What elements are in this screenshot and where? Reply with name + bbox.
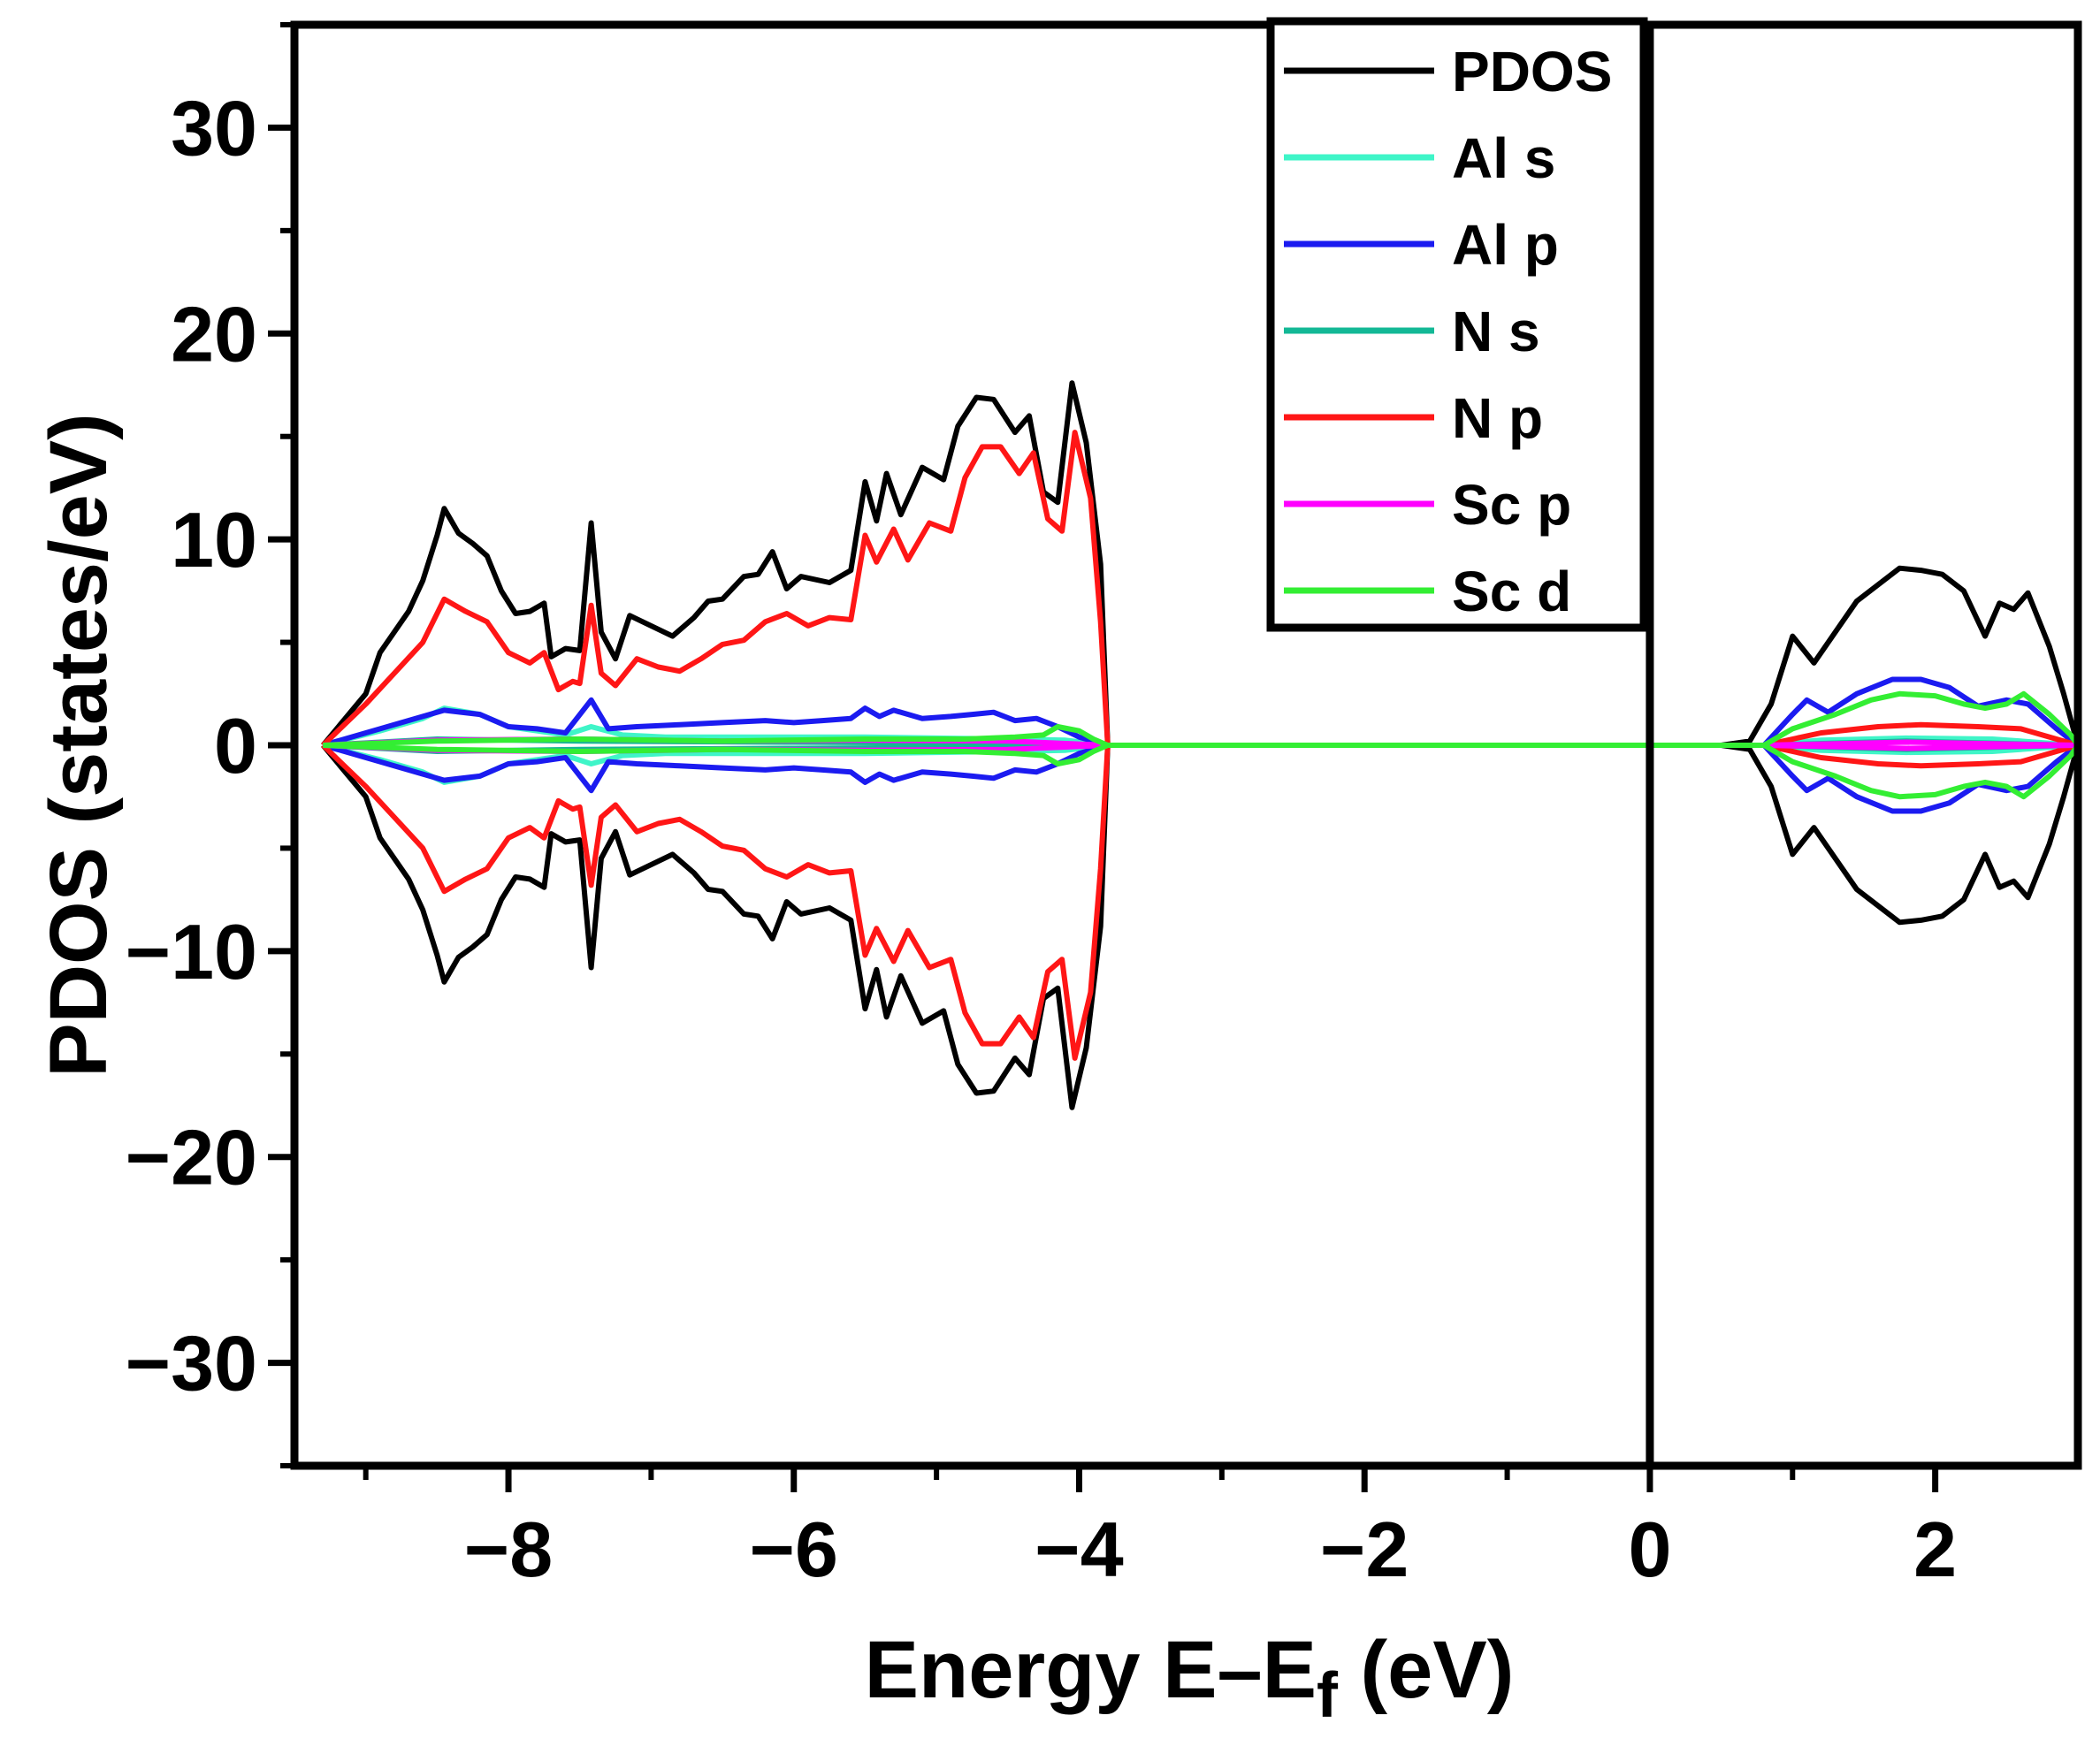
series-n-p-spin-down xyxy=(321,743,2078,1061)
series-al-p-spin-up xyxy=(322,676,2078,748)
x-tick-label: −2 xyxy=(1320,1506,1409,1593)
y-tick-label: 10 xyxy=(171,496,257,583)
plot-frame xyxy=(290,20,2082,1470)
series-pdos-spin-up xyxy=(320,380,2078,748)
series-sc-d-spin-down xyxy=(323,743,2078,800)
axis-ticks xyxy=(268,22,1939,1492)
series-al-p-spin-down xyxy=(322,743,2078,814)
x-tick-label: 2 xyxy=(1913,1506,1957,1593)
y-axis-title: PDOS (states/eV) xyxy=(34,413,124,1078)
y-tick-label: −30 xyxy=(126,1320,257,1407)
y-tick-label: −10 xyxy=(126,908,257,995)
y-tick-label: 30 xyxy=(171,84,257,172)
series-pdos-spin-down xyxy=(320,743,2078,1110)
legend-label-al-p: Al p xyxy=(1452,213,1559,277)
y-tick-label: −20 xyxy=(126,1114,257,1201)
x-axis-title-subscript: f xyxy=(1317,1660,1339,1731)
legend-label-sc-d: Sc d xyxy=(1452,560,1571,623)
y-tick-label: 20 xyxy=(171,290,257,377)
x-axis-title: Energy E–Ef (eV) xyxy=(865,1625,1515,1731)
x-tick-label: −6 xyxy=(750,1506,838,1593)
x-tick-label: −8 xyxy=(464,1506,553,1593)
legend-box xyxy=(1266,17,1648,632)
legend-label-al-s: Al s xyxy=(1452,126,1555,190)
x-tick-label: −4 xyxy=(1035,1506,1123,1593)
x-axis-title-main: Energy E–E xyxy=(865,1625,1317,1715)
x-axis-title-unit: (eV) xyxy=(1338,1625,1514,1715)
legend-label-sc-p: Sc p xyxy=(1452,473,1571,537)
legend-label-pdos: PDOS xyxy=(1452,40,1612,103)
x-tick-label: 0 xyxy=(1628,1506,1671,1593)
series-n-p-spin-up xyxy=(321,430,2078,748)
legend-label-n-s: N s xyxy=(1452,300,1540,363)
y-tick-label: 0 xyxy=(214,702,257,789)
series-layer xyxy=(320,380,2078,1110)
legend: PDOS Al s Al p N s N p Sc p Sc d xyxy=(1266,17,1648,632)
legend-label-n-p: N p xyxy=(1452,386,1543,450)
